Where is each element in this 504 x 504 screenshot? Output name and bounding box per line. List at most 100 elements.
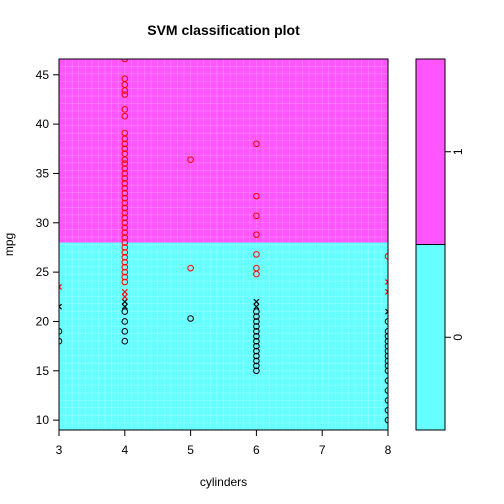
point-cross-stroke (59, 283, 63, 288)
point-cross-stroke (121, 303, 128, 310)
point-cross (253, 298, 260, 305)
point-circle (384, 406, 388, 414)
point-circle (384, 377, 388, 384)
point-circle (121, 219, 129, 227)
plot-frame (58, 58, 389, 431)
point-circle (121, 160, 129, 167)
point-circle (384, 342, 388, 350)
point-cross-stroke (59, 305, 63, 310)
point-circle (121, 244, 129, 251)
point-circle (384, 337, 388, 345)
point-cross (384, 308, 388, 315)
y-tick-label: 10 (36, 413, 50, 427)
point-circle (384, 253, 388, 260)
chart-title: SVM classification plot (147, 22, 300, 38)
point-circle (121, 199, 129, 207)
point-cross (121, 298, 128, 305)
point-circle (121, 156, 129, 163)
point-circle (121, 328, 129, 335)
region-grid (59, 59, 388, 430)
point-circle (121, 184, 129, 192)
point-cross (253, 303, 260, 310)
point-circle (121, 258, 129, 266)
point-cross-stroke (384, 281, 388, 286)
point-circle (384, 352, 388, 360)
point-cross (384, 278, 388, 286)
point-cross (121, 288, 128, 295)
point-circle (253, 352, 260, 360)
x-axis: 3 4 5 6 7 8 (56, 430, 392, 457)
point-circle (121, 263, 129, 271)
point-cross-stroke (59, 286, 63, 290)
point-circle (121, 87, 129, 94)
point-circle (121, 180, 129, 187)
point-circle (121, 91, 129, 98)
point-circle (384, 318, 388, 325)
x-tick-label: 8 (385, 443, 392, 457)
point-circle (384, 367, 388, 375)
point-cross-stroke (121, 288, 128, 295)
point-cross-stroke (384, 288, 388, 293)
point-circle (253, 308, 260, 315)
point-cross-stroke (253, 303, 260, 310)
region-class-1 (59, 59, 388, 243)
y-tick-label: 15 (36, 364, 50, 378)
point-circle (121, 204, 129, 212)
point-circle (253, 332, 260, 340)
point-circle (121, 140, 129, 148)
y-axis-label: mpg (2, 233, 16, 256)
point-circle (253, 140, 260, 148)
point-cross-stroke (121, 298, 128, 305)
point-circle (253, 342, 260, 350)
point-cross-stroke (384, 278, 388, 283)
point-circle (253, 367, 260, 375)
point-cross-stroke (253, 298, 260, 305)
point-circle (187, 315, 194, 322)
point-circle (253, 251, 260, 258)
point-circle (253, 313, 260, 320)
point-circle (253, 270, 260, 278)
point-circle (187, 264, 194, 272)
point-circle (121, 234, 129, 241)
legend-label: 1 (451, 148, 465, 155)
decision-regions (59, 59, 388, 430)
point-cross (59, 283, 63, 290)
point-circle (253, 328, 260, 335)
point-cross (384, 288, 388, 295)
point-circle (121, 337, 129, 345)
point-circle (253, 362, 260, 370)
point-circle (121, 135, 129, 143)
x-tick-label: 7 (319, 443, 326, 457)
point-cross-stroke (384, 308, 388, 313)
point-circle (253, 192, 260, 200)
point-circle (253, 323, 260, 330)
y-tick-label: 30 (36, 216, 50, 230)
point-circle (121, 175, 129, 182)
legend-swatch-0 (415, 244, 446, 431)
y-tick-label: 40 (36, 117, 50, 131)
point-circle (121, 308, 129, 315)
point-circle (384, 332, 388, 340)
point-circle (187, 156, 194, 163)
legend-swatch-1 (415, 58, 446, 245)
x-tick-label: 5 (187, 443, 194, 457)
region-class-0 (59, 242, 388, 430)
point-circle (253, 347, 260, 355)
y-tick-label: 20 (36, 314, 50, 328)
point-cross-stroke (121, 293, 128, 300)
point-circle (121, 165, 129, 172)
point-circle (384, 397, 388, 404)
point-circle (384, 387, 388, 394)
data-points (59, 59, 388, 424)
point-circle (121, 229, 129, 236)
y-tick-label: 35 (36, 166, 50, 180)
y-tick-label: 45 (36, 68, 50, 82)
point-circle (121, 214, 129, 222)
point-circle (384, 328, 388, 335)
point-circle (253, 318, 260, 325)
point-circle (121, 170, 129, 177)
point-circle (121, 273, 129, 281)
point-circle (121, 106, 129, 113)
y-tick-label: 25 (36, 265, 50, 279)
